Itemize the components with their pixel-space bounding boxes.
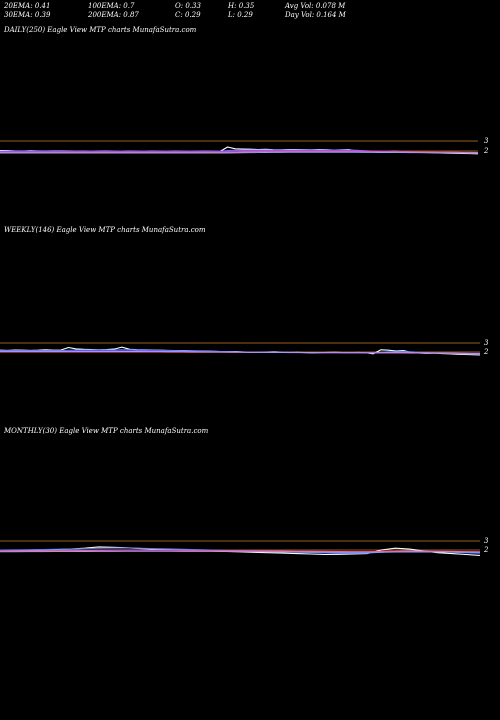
monthly-30-y-tick-label: 2 (483, 546, 489, 554)
daily-250-y-tick-label: 2 (483, 147, 489, 155)
monthly-30-y-tick-label: 3 (484, 537, 489, 545)
header-day-vol: Day Vol: 0.164 M (285, 11, 346, 19)
header-20ema: 20EMA: 0.41 (4, 2, 51, 10)
weekly-146-ema-extra-line (0, 351, 480, 354)
monthly-30-ema-extra-line (0, 550, 481, 553)
daily-250-y-tick-label: 3 (484, 137, 489, 145)
weekly-panel-title: WEEKLY(146) Eagle View MTP charts Munafa… (4, 226, 206, 234)
monthly-panel-title: MONTHLY(30) Eagle View MTP charts Munafa… (4, 427, 209, 435)
header-200ema: 200EMA: 0.87 (88, 11, 139, 19)
weekly-146-y-tick-label: 3 (484, 339, 489, 347)
header-avg-vol: Avg Vol: 0.078 M (285, 2, 346, 10)
header-100ema: 100EMA: 0.7 (88, 2, 135, 10)
monthly-30-ema-long-line (0, 549, 481, 553)
header-open: O: 0.33 (175, 2, 201, 10)
header-close: C: 0.29 (175, 11, 201, 19)
weekly-146-y-tick-label: 2 (483, 348, 489, 356)
daily-panel-title: DAILY(250) Eagle View MTP charts MunafaS… (4, 26, 197, 34)
daily-250-ema-long-line (0, 151, 479, 153)
header-low: L: 0.29 (228, 11, 253, 19)
daily-250-ema-extra-line (0, 151, 478, 154)
header-30ema: 30EMA: 0.39 (4, 11, 51, 19)
header-high: H: 0.35 (228, 2, 255, 10)
